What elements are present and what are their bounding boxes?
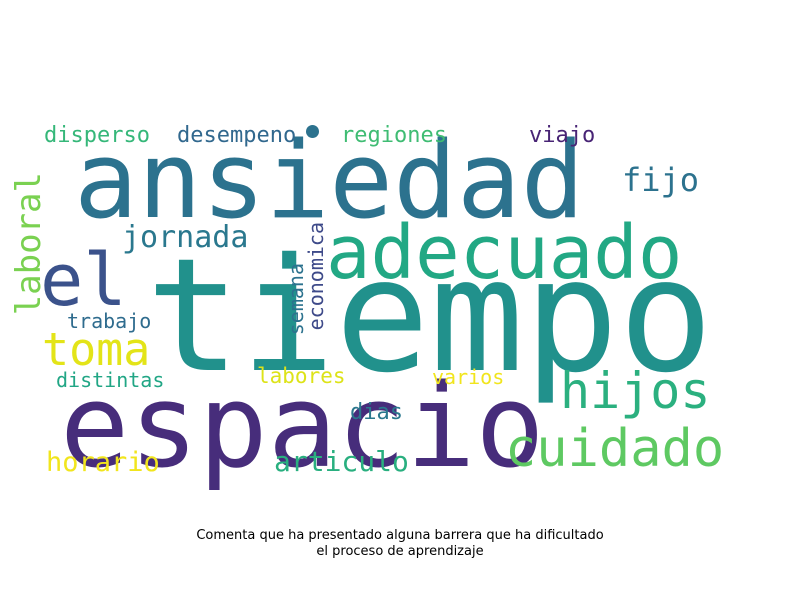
word-adecuado: adecuado xyxy=(326,210,683,296)
word-viajo: viajo xyxy=(529,123,596,148)
word-toma: toma xyxy=(42,323,151,376)
word-horario: horario xyxy=(46,447,160,478)
word-disperso: disperso xyxy=(44,123,150,148)
word-hijos: hijos xyxy=(560,362,711,420)
word-fijo: fijo xyxy=(622,161,700,199)
caption-line-1: Comenta que ha presentado alguna barrera… xyxy=(196,528,604,543)
word-el: el xyxy=(40,238,127,322)
word-cuidado: cuidado xyxy=(505,419,725,479)
word-distintas: distintas xyxy=(56,368,165,392)
word-jornada: jornada xyxy=(122,220,249,255)
word-laboral: laboral xyxy=(9,172,49,316)
word-desempeno: desempeno xyxy=(177,123,297,148)
word-regiones: regiones xyxy=(341,123,447,148)
word-varios: varios xyxy=(432,365,505,389)
word-dias: dias xyxy=(350,400,403,425)
figure-caption: Comenta que ha presentado alguna barrera… xyxy=(100,528,700,561)
word-economica: economica xyxy=(304,222,328,331)
word-tiempo: tiempo xyxy=(146,225,714,408)
caption-line-2: el proceso de aprendizaje xyxy=(316,544,484,560)
word-labores: labores xyxy=(257,364,346,388)
word-espacio: espacio xyxy=(60,360,545,494)
word-trabajo: trabajo xyxy=(67,309,152,333)
word-semana: semana xyxy=(284,263,308,336)
word-articulo: articulo xyxy=(274,445,409,478)
dot-mark xyxy=(306,125,319,138)
word-ansiedad: ansiedad xyxy=(74,119,585,242)
